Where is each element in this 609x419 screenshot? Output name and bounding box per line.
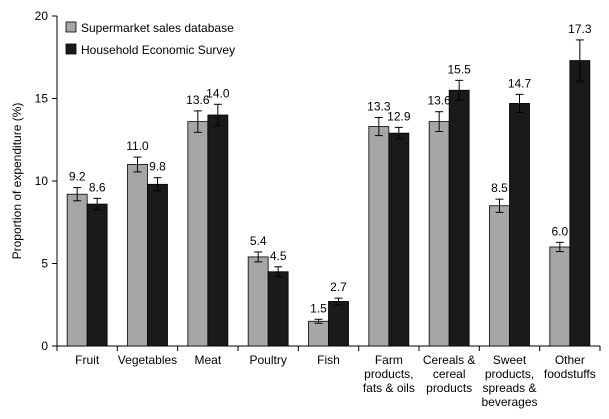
bar-household xyxy=(267,271,289,347)
bar-supermarket xyxy=(308,320,329,347)
category-label-line: Poultry xyxy=(249,353,286,367)
category-label-line: Meat xyxy=(194,353,221,367)
data-labels: 9.2 11.0 13.6 5.4 1.5 13.3 13.6 8.5 6.0 8.6 9.8 14.… xyxy=(69,22,592,315)
category-label-line: Vegetables xyxy=(118,353,177,367)
data-label: 6.0 xyxy=(551,224,568,238)
category-label-line: foodstuffs xyxy=(544,367,596,381)
bar-household xyxy=(509,103,530,347)
y-tick-label: 5 xyxy=(41,257,48,271)
legend-swatch xyxy=(65,43,77,55)
y-tick-label: 0 xyxy=(41,339,48,353)
bar-household xyxy=(328,301,349,347)
bar-supermarket xyxy=(187,121,209,347)
category-label-line: products xyxy=(426,381,472,395)
data-label: 17.3 xyxy=(568,22,592,36)
data-label: 13.3 xyxy=(367,99,391,113)
legend-swatch xyxy=(65,21,77,33)
category-label-line: Farm xyxy=(375,353,403,367)
y-tick-label: 15 xyxy=(35,92,49,106)
category-label: Fruit xyxy=(75,353,100,367)
bar-household xyxy=(569,60,591,347)
data-label: 9.2 xyxy=(69,170,86,184)
bars xyxy=(66,39,591,347)
category-label-line: Sweet xyxy=(493,353,527,367)
data-label: 9.8 xyxy=(149,160,166,174)
category-label-line: fats & oils xyxy=(363,381,415,395)
data-label: 2.7 xyxy=(330,280,347,294)
category-label: Other foodstuffs xyxy=(544,353,596,381)
bar-supermarket xyxy=(247,256,269,347)
data-label: 1.5 xyxy=(310,301,327,315)
data-label: 12.9 xyxy=(387,109,411,123)
data-label: 15.5 xyxy=(447,62,471,76)
category-label-line: Fish xyxy=(317,353,340,367)
bar-supermarket xyxy=(66,193,88,347)
data-label: 5.4 xyxy=(250,234,267,248)
bar-supermarket xyxy=(127,164,148,347)
data-label: 13.6 xyxy=(427,94,451,108)
bar-household xyxy=(448,89,470,347)
bar-household xyxy=(147,183,168,347)
category-label: Vegetables xyxy=(118,353,177,367)
category-label: Meat xyxy=(194,353,221,367)
y-axis-title: Proportion of expenditure (%) xyxy=(10,103,24,260)
data-label: 8.5 xyxy=(491,181,508,195)
category-label-line: products, xyxy=(364,367,413,381)
category-label-line: products, xyxy=(485,367,534,381)
data-label: 14.0 xyxy=(206,86,230,100)
data-label: 14.7 xyxy=(508,76,532,90)
category-label: Sweet products, spreads & beverages xyxy=(481,353,537,409)
category-label: Farm products, fats & oils xyxy=(363,353,415,395)
category-label: Cereals & cereal products xyxy=(423,353,476,395)
bar-supermarket xyxy=(428,121,450,347)
bar-supermarket xyxy=(549,246,571,347)
category-label: Fish xyxy=(317,353,340,367)
bar-supermarket xyxy=(368,126,390,347)
category-label-line: spreads & xyxy=(482,381,536,395)
bar-supermarket xyxy=(489,205,510,347)
bar-household xyxy=(86,203,108,347)
y-tick-label: 10 xyxy=(35,174,49,188)
y-tick-label: 20 xyxy=(35,9,49,23)
y-axis: 0 5 10 15 20 xyxy=(35,9,58,353)
category-label: Poultry xyxy=(249,353,286,367)
data-label: 11.0 xyxy=(126,139,149,153)
data-label: 4.5 xyxy=(270,249,287,263)
category-label-line: Fruit xyxy=(75,353,100,367)
bar-household xyxy=(388,132,410,347)
category-label-line: Cereals & xyxy=(423,353,476,367)
x-axis: Fruit Vegetables Meat Poultry Fish Farm produc… xyxy=(56,345,601,409)
category-label-line: Other xyxy=(555,353,585,367)
legend: Supermarket sales database Household Econ… xyxy=(65,21,235,57)
data-label: 8.6 xyxy=(89,180,106,194)
category-label-line: beverages xyxy=(481,395,537,409)
data-label: 13.6 xyxy=(186,93,210,107)
legend-label: Supermarket sales database xyxy=(81,21,234,35)
category-label-line: cereal xyxy=(433,367,466,381)
legend-label: Household Economic Survey xyxy=(81,43,235,57)
bar-household xyxy=(207,114,229,347)
